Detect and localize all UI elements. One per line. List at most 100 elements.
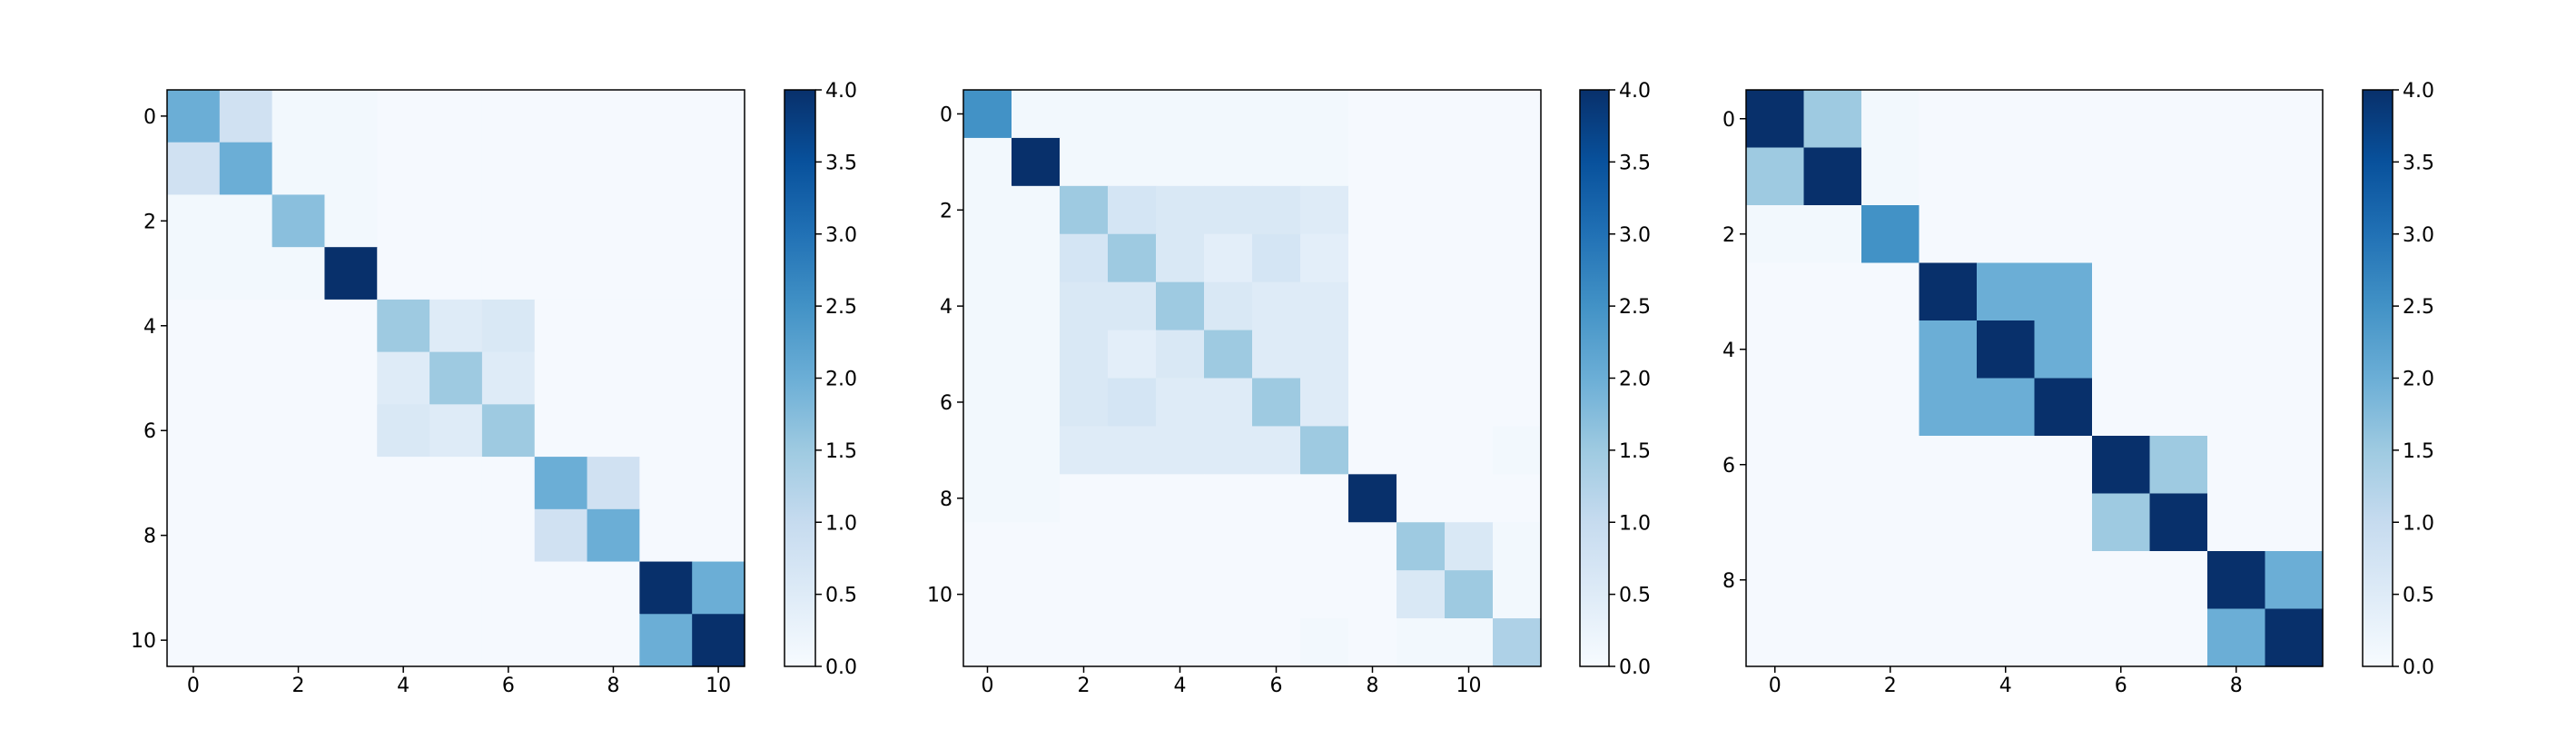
heatmap-cell xyxy=(534,247,588,301)
heatmap-cell xyxy=(1919,147,1978,206)
heatmap-cell xyxy=(587,457,640,510)
heatmap-cell xyxy=(1204,233,1253,283)
x-tick-label: 10 xyxy=(706,675,731,697)
heatmap-cell xyxy=(1348,281,1397,331)
heatmap-cell xyxy=(1060,522,1109,571)
heatmap-cell xyxy=(1012,90,1061,139)
heatmap-cell xyxy=(1397,618,1446,667)
heatmap-cell xyxy=(1108,90,1157,139)
heatmap-cell xyxy=(1060,281,1109,331)
heatmap-cell xyxy=(1493,185,1542,235)
x-tick-label: 6 xyxy=(502,675,515,697)
heatmap-cell xyxy=(2265,608,2324,667)
heatmap-cell xyxy=(167,351,221,405)
heatmap-panel-2: 0 2 4 6 8 10 0 2 4 6 8 10 0.0 0.5 1.0 1.5 2.0 2.5 3.0 3.5 4.… xyxy=(927,80,1651,697)
heatmap-cell xyxy=(271,299,326,353)
heatmap-cell xyxy=(377,457,430,510)
heatmap-cell xyxy=(1204,570,1253,619)
heatmap-cell xyxy=(1977,551,2036,610)
heatmap-cell xyxy=(1919,551,1978,610)
heatmap-cell xyxy=(1060,185,1109,235)
heatmap-cell xyxy=(2034,320,2093,379)
heatmap-panel-1: 0 2 4 6 8 10 0 2 4 6 8 10 0.0 0.5 1.0 1.5 2.0 2.5 3.0 3.5 4.… xyxy=(131,80,857,697)
heatmap-cell xyxy=(271,508,326,563)
heatmap-cell xyxy=(1397,233,1446,283)
heatmap-cell xyxy=(963,185,1012,235)
heatmap-cell xyxy=(481,561,536,615)
heatmap-cell xyxy=(1108,570,1157,619)
heatmap-cell xyxy=(1493,137,1542,187)
heatmap-cell xyxy=(692,299,745,353)
heatmap-cell xyxy=(1156,522,1205,571)
heatmap-cell xyxy=(167,194,221,248)
heatmap-cell xyxy=(1397,522,1446,571)
heatmap-cell xyxy=(429,247,483,301)
heatmap-cell xyxy=(271,457,326,510)
colorbar-tick-label: 0.5 xyxy=(2403,585,2434,607)
heatmap-cell xyxy=(1746,436,1805,495)
heatmap-cell xyxy=(167,404,221,458)
heatmap-cell xyxy=(1977,147,2036,206)
heatmap-cell xyxy=(481,457,536,510)
heatmap-cell xyxy=(1493,618,1542,667)
heatmap-cell xyxy=(1204,618,1253,667)
heatmap-cell xyxy=(167,247,221,301)
heatmap-cell xyxy=(1300,522,1349,571)
heatmap-cell xyxy=(2265,320,2324,379)
heatmap-cell xyxy=(481,299,536,353)
heatmap-cell xyxy=(2092,320,2151,379)
heatmap-cell xyxy=(1108,330,1157,379)
y-tick-label: 8 xyxy=(940,488,952,511)
heatmap-cell xyxy=(1156,474,1205,523)
heatmap-cell xyxy=(963,618,1012,667)
heatmap-cell xyxy=(1803,262,1862,321)
heatmap-cell xyxy=(429,194,483,248)
heatmap-cell xyxy=(1300,474,1349,523)
heatmap-cell xyxy=(2092,436,2151,495)
heatmap-cell xyxy=(587,561,640,615)
heatmap-cell xyxy=(2092,493,2151,552)
heatmap-cell xyxy=(963,137,1012,187)
heatmap-cell xyxy=(1493,426,1542,475)
heatmap-cell xyxy=(963,426,1012,475)
y-tick-label: 10 xyxy=(131,630,156,653)
heatmap-cell xyxy=(324,561,378,615)
heatmap-cell xyxy=(1861,147,1920,206)
heatmap-cell xyxy=(1397,330,1446,379)
colorbar-tick-label: 1.5 xyxy=(2403,440,2434,463)
heatmap-cell xyxy=(1348,90,1397,139)
heatmap-cell xyxy=(1108,281,1157,331)
y-tick-label: 8 xyxy=(1722,570,1735,593)
heatmap-cell xyxy=(587,508,640,563)
x-tick-label: 6 xyxy=(1270,675,1283,697)
heatmap-cell xyxy=(692,247,745,301)
heatmap-cell xyxy=(1252,378,1301,428)
heatmap-cell xyxy=(2092,262,2151,321)
heatmap-cell xyxy=(1156,90,1205,139)
heatmap-cell xyxy=(2149,262,2208,321)
heatmap-cell xyxy=(2149,551,2208,610)
heatmap-cell xyxy=(1204,378,1253,428)
x-tick-label: 4 xyxy=(1999,675,2012,697)
colorbar-tick-label: 1.0 xyxy=(2403,512,2434,535)
heatmap-cell xyxy=(1803,493,1862,552)
heatmap-cell xyxy=(2207,262,2266,321)
colorbar-tick-label: 0.0 xyxy=(1619,656,1651,679)
heatmap-cell xyxy=(2034,90,2093,149)
heatmap-cell xyxy=(2207,90,2266,149)
heatmap-cell xyxy=(2034,493,2093,552)
heatmap-cell xyxy=(1803,90,1862,149)
heatmap-cell xyxy=(324,508,378,563)
heatmap-cell xyxy=(1108,185,1157,235)
heatmap-cell xyxy=(1746,493,1805,552)
heatmap-cell xyxy=(271,404,326,458)
heatmap-cell xyxy=(219,299,273,353)
heatmap-cell xyxy=(1348,330,1397,379)
heatmap-cell xyxy=(2207,608,2266,667)
colorbar xyxy=(785,90,815,666)
heatmap-cell xyxy=(271,247,326,301)
heatmap-cell xyxy=(1348,233,1397,283)
heatmap-cell xyxy=(1060,474,1109,523)
heatmap-cell xyxy=(1397,137,1446,187)
